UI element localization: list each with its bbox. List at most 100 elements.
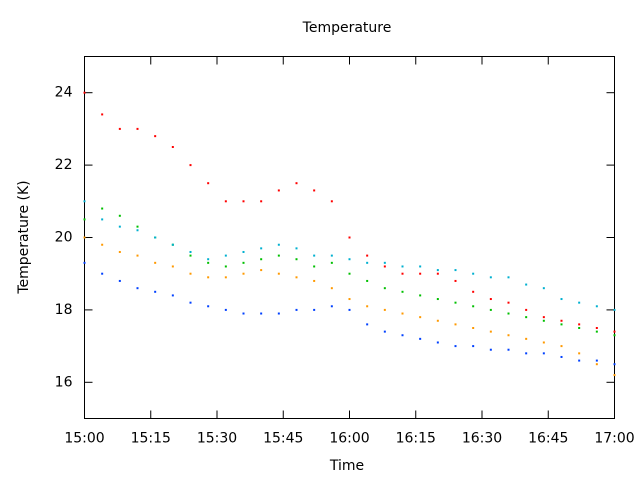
data-point — [189, 164, 192, 167]
data-point — [313, 308, 316, 311]
data-point — [242, 261, 245, 264]
data-point — [136, 225, 139, 228]
data-point — [101, 113, 104, 116]
data-point — [277, 189, 280, 192]
data-point — [242, 312, 245, 315]
data-point — [542, 287, 545, 290]
data-point — [242, 250, 245, 253]
data-point — [224, 276, 227, 279]
data-point — [242, 200, 245, 203]
data-point — [560, 345, 563, 348]
data-point — [118, 225, 121, 228]
data-point — [277, 312, 280, 315]
x-axis-label: Time — [329, 458, 364, 474]
data-point — [454, 269, 457, 272]
data-point — [295, 308, 298, 311]
data-point — [560, 355, 563, 358]
data-point — [419, 294, 422, 297]
data-point — [101, 272, 104, 275]
data-point — [348, 298, 351, 301]
data-point — [136, 127, 139, 130]
data-point — [472, 272, 475, 275]
data-point — [454, 345, 457, 348]
x-tick-label: 15:30 — [197, 431, 237, 447]
data-point — [436, 272, 439, 275]
x-tick-label: 16:45 — [528, 431, 568, 447]
data-point — [595, 330, 598, 333]
data-point — [330, 254, 333, 257]
data-point — [83, 261, 86, 264]
data-point — [101, 218, 104, 221]
data-point — [101, 207, 104, 210]
data-point — [83, 218, 86, 221]
data-point — [207, 258, 210, 261]
data-point — [419, 272, 422, 275]
data-point — [542, 316, 545, 319]
x-tick-label: 15:00 — [64, 431, 104, 447]
data-point — [489, 330, 492, 333]
data-point — [207, 182, 210, 185]
data-point — [348, 236, 351, 239]
data-point — [330, 305, 333, 308]
data-point — [613, 374, 616, 377]
x-tick-label: 15:45 — [263, 431, 303, 447]
data-point — [224, 265, 227, 268]
data-point — [401, 334, 404, 337]
data-point — [542, 319, 545, 322]
data-point — [383, 287, 386, 290]
y-tick-label: 16 — [55, 374, 73, 390]
data-point — [224, 254, 227, 257]
data-point — [313, 189, 316, 192]
data-point — [401, 290, 404, 293]
data-point — [207, 276, 210, 279]
data-point — [207, 261, 210, 264]
data-point — [118, 250, 121, 253]
data-point — [189, 250, 192, 253]
data-point — [83, 91, 86, 94]
data-point — [472, 305, 475, 308]
data-point — [260, 312, 263, 315]
y-axis-label: Temperature (K) — [16, 180, 32, 294]
data-point — [313, 254, 316, 257]
data-point — [454, 323, 457, 326]
data-point — [313, 265, 316, 268]
data-point — [489, 298, 492, 301]
data-point — [595, 327, 598, 329]
data-point — [224, 200, 227, 203]
data-point — [154, 236, 157, 239]
y-tick-label: 22 — [55, 157, 73, 173]
data-point — [295, 182, 298, 185]
x-tick-label: 16:30 — [462, 431, 502, 447]
data-point — [189, 254, 192, 257]
x-tick-label: 16:00 — [329, 431, 369, 447]
data-point — [525, 337, 528, 340]
data-point — [154, 290, 157, 293]
data-point — [154, 261, 157, 264]
data-point — [348, 258, 351, 261]
data-point — [578, 327, 581, 329]
data-point — [542, 341, 545, 344]
data-point — [454, 301, 457, 304]
data-point — [366, 261, 369, 264]
data-point — [419, 265, 422, 268]
x-tick-label: 15:15 — [131, 431, 171, 447]
data-point — [83, 236, 86, 239]
data-point — [207, 305, 210, 308]
data-point — [560, 319, 563, 322]
chart-title: Temperature — [302, 20, 392, 36]
data-point — [489, 348, 492, 351]
y-tick-label: 24 — [55, 85, 73, 101]
data-point — [224, 308, 227, 311]
data-point — [136, 287, 139, 290]
data-point — [454, 279, 457, 282]
data-point — [507, 301, 510, 304]
data-point — [277, 272, 280, 275]
data-point — [277, 254, 280, 257]
data-point — [330, 261, 333, 264]
data-point — [613, 308, 616, 311]
data-point — [366, 279, 369, 282]
data-point — [136, 229, 139, 232]
data-point — [366, 254, 369, 257]
